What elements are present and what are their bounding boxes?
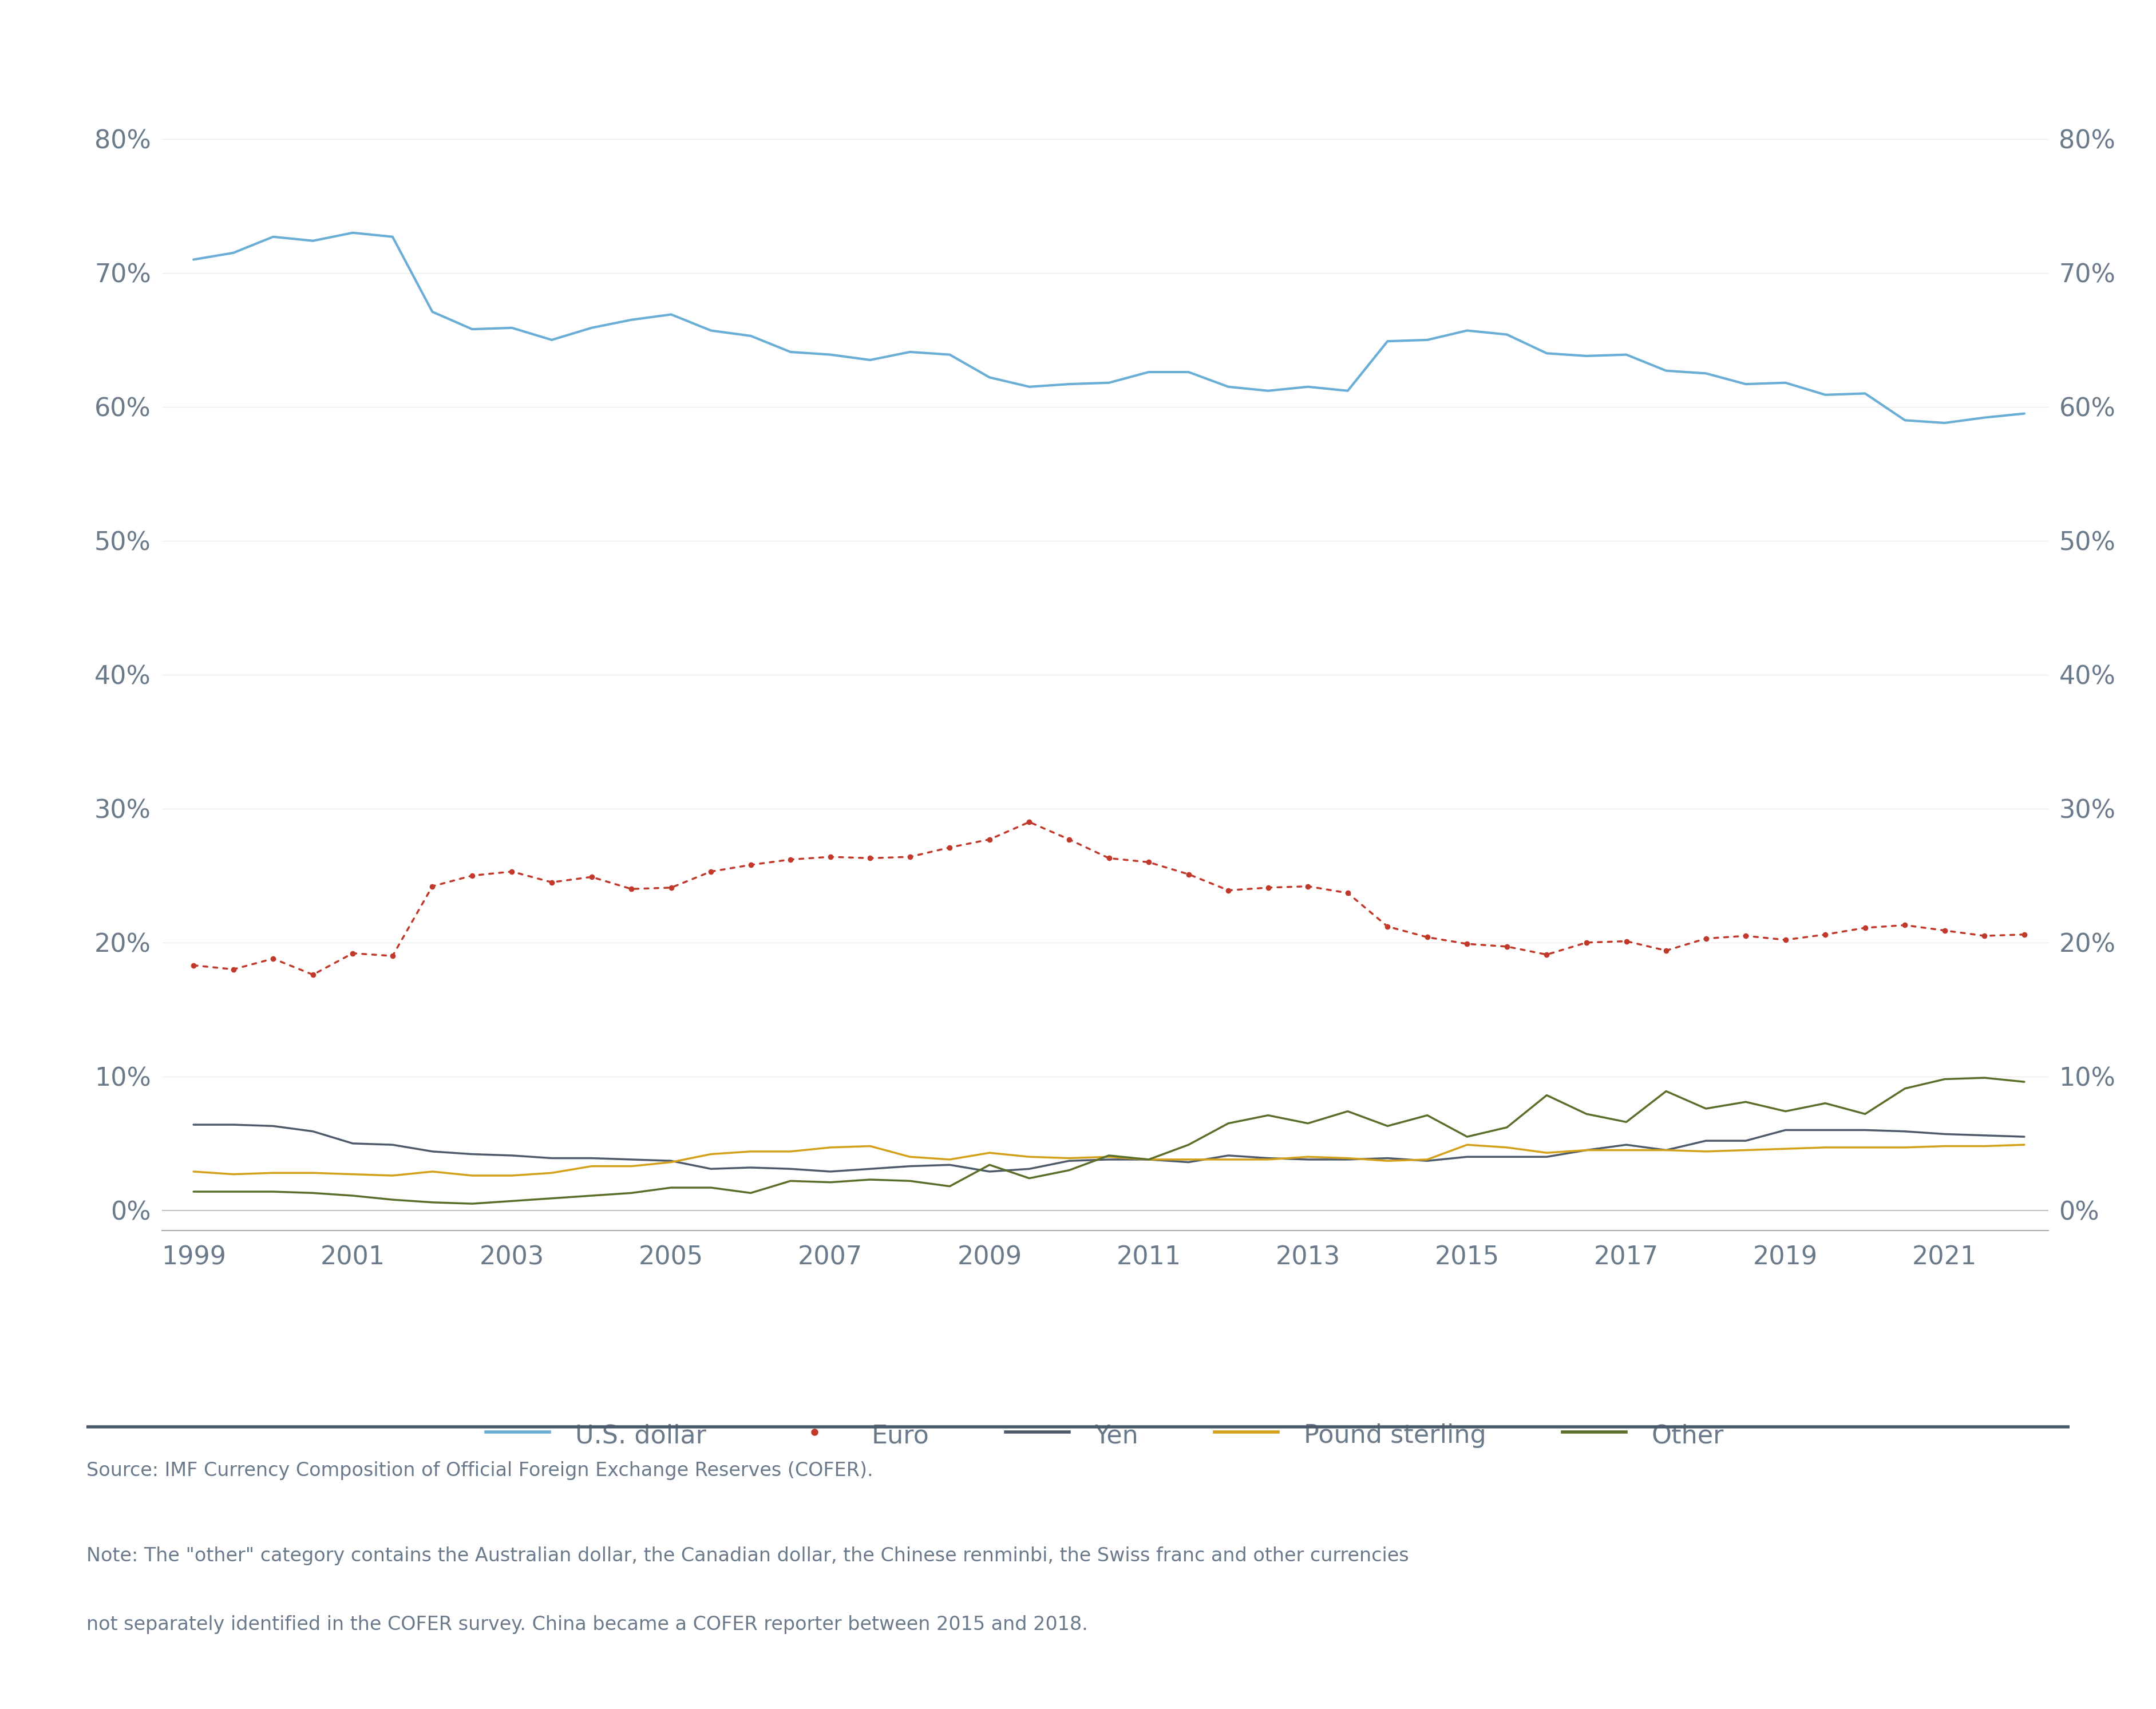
- Legend: U.S. dollar, Euro, Yen, Pound sterling, Other: U.S. dollar, Euro, Yen, Pound sterling, …: [476, 1412, 1733, 1458]
- Text: Note: The "other" category contains the Australian dollar, the Canadian dollar, : Note: The "other" category contains the …: [86, 1547, 1408, 1565]
- Text: not separately identified in the COFER survey. China became a COFER reporter bet: not separately identified in the COFER s…: [86, 1615, 1089, 1634]
- Text: Source: IMF Currency Composition of Official Foreign Exchange Reserves (COFER).: Source: IMF Currency Composition of Offi…: [86, 1461, 873, 1480]
